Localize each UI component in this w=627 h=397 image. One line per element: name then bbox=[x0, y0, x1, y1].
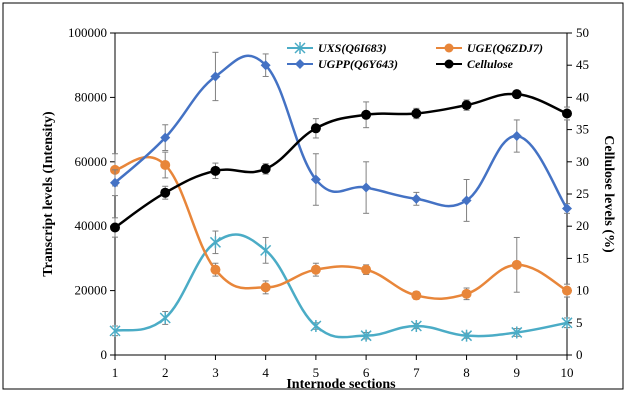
data-point-cellulose bbox=[511, 89, 522, 100]
legend-item-cellulose: Cellulose bbox=[436, 57, 514, 71]
x-tick-label: 7 bbox=[413, 365, 420, 380]
data-point-ugpp bbox=[411, 193, 422, 204]
data-point-cellulose bbox=[461, 100, 472, 111]
y-tick-label: 80000 bbox=[75, 89, 108, 104]
data-point-uxs bbox=[360, 329, 372, 342]
data-point-cellulose bbox=[260, 163, 271, 174]
x-tick-label: 5 bbox=[313, 365, 320, 380]
data-point-uxs bbox=[310, 320, 322, 333]
legend-label-ugpp: UGPP(Q6Y643) bbox=[318, 57, 398, 71]
data-point-ugpp bbox=[260, 60, 271, 71]
legend-marker-uge bbox=[444, 43, 454, 53]
y-tick-label: 0 bbox=[101, 347, 108, 362]
data-point-ugpp bbox=[160, 132, 171, 143]
y2-tick-label: 40 bbox=[576, 89, 589, 104]
y2-tick-label: 20 bbox=[576, 218, 589, 233]
y-tick-label: 60000 bbox=[75, 154, 108, 169]
data-point-uxs bbox=[561, 316, 573, 329]
data-point-uge bbox=[260, 282, 271, 293]
x-tick-label: 2 bbox=[162, 365, 169, 380]
data-point-uxs bbox=[260, 244, 272, 257]
data-point-uge bbox=[411, 290, 422, 301]
y2-tick-label: 5 bbox=[576, 315, 583, 330]
data-point-uxs bbox=[511, 326, 523, 339]
axis-ticks: 1 2 3 4 5 6 7 8 9 1002000040000600008000010000005… bbox=[68, 25, 589, 380]
data-point-uxs bbox=[410, 320, 422, 333]
y2-axis-title: Cellulose levels (%) bbox=[601, 135, 616, 253]
series-layer bbox=[109, 51, 573, 342]
y2-tick-label: 25 bbox=[576, 186, 589, 201]
x-tick-label: 8 bbox=[463, 365, 470, 380]
legend-item-ugpp: UGPP(Q6Y643) bbox=[287, 57, 398, 71]
data-point-cellulose bbox=[210, 165, 221, 176]
legend-label-uxs: UXS(Q6I683) bbox=[318, 41, 387, 55]
series-line-uxs bbox=[114, 233, 568, 339]
series-line-uge bbox=[114, 155, 568, 300]
data-point-cellulose bbox=[411, 108, 422, 119]
series-cellulose bbox=[110, 89, 572, 238]
legend-marker-ugpp bbox=[295, 59, 305, 69]
series-ugpp bbox=[110, 51, 572, 222]
data-point-uge bbox=[160, 160, 171, 171]
data-point-cellulose bbox=[562, 108, 572, 119]
data-point-uge bbox=[461, 288, 472, 299]
x-tick-label: 6 bbox=[363, 365, 370, 380]
legend-label-cellulose: Cellulose bbox=[467, 57, 514, 71]
data-point-cellulose bbox=[110, 222, 120, 233]
legend-marker-cellulose bbox=[444, 59, 454, 69]
data-point-ugpp bbox=[511, 131, 522, 142]
data-point-uxs bbox=[461, 329, 473, 342]
y2-tick-label: 45 bbox=[576, 57, 589, 72]
series-line-cellulose bbox=[114, 92, 568, 229]
x-tick-label: 9 bbox=[514, 365, 521, 380]
data-point-cellulose bbox=[160, 187, 171, 198]
legend-item-uxs: UXS(Q6I683) bbox=[287, 41, 387, 55]
series-uxs bbox=[109, 230, 573, 342]
data-point-uxs bbox=[159, 311, 171, 324]
y2-tick-label: 0 bbox=[576, 347, 583, 362]
y-tick-label: 100000 bbox=[68, 25, 107, 40]
data-point-ugpp bbox=[210, 71, 221, 82]
x-tick-label: 4 bbox=[262, 365, 269, 380]
legend-label-uge: UGE(Q6ZDJ7) bbox=[467, 41, 543, 55]
y2-tick-label: 10 bbox=[576, 283, 589, 298]
data-point-uxs bbox=[109, 324, 121, 337]
data-point-cellulose bbox=[310, 123, 321, 134]
data-point-uge bbox=[511, 259, 522, 270]
x-tick-label: 10 bbox=[561, 365, 574, 380]
y-tick-label: 40000 bbox=[75, 218, 108, 233]
data-point-uge bbox=[361, 264, 372, 275]
data-point-uge bbox=[210, 264, 221, 275]
legend: UXS(Q6I683) UGE(Q6ZDJ7) UGPP(Q6Y643) Cel… bbox=[287, 41, 543, 71]
x-axis-title: Internode sections bbox=[286, 377, 396, 392]
y2-tick-label: 35 bbox=[576, 122, 589, 137]
x-tick-label: 3 bbox=[212, 365, 219, 380]
data-point-ugpp bbox=[461, 195, 472, 206]
y-axis-title: Transcript levels (Intensity) bbox=[41, 111, 56, 277]
data-point-uge bbox=[562, 285, 572, 296]
data-point-ugpp bbox=[562, 203, 572, 214]
y-tick-label: 20000 bbox=[75, 283, 108, 298]
legend-marker-uxs bbox=[294, 42, 306, 54]
y2-tick-label: 50 bbox=[576, 25, 589, 40]
data-point-ugpp bbox=[310, 174, 321, 185]
data-point-uxs bbox=[209, 236, 221, 249]
x-tick-label: 1 bbox=[112, 365, 119, 380]
y2-tick-label: 15 bbox=[576, 250, 589, 265]
series-line-ugpp bbox=[114, 54, 569, 210]
data-point-ugpp bbox=[361, 182, 372, 193]
data-point-ugpp bbox=[110, 177, 120, 188]
data-point-cellulose bbox=[361, 109, 372, 120]
legend-item-uge: UGE(Q6ZDJ7) bbox=[436, 41, 543, 55]
data-point-uge bbox=[310, 264, 321, 275]
y2-tick-label: 30 bbox=[576, 154, 589, 169]
